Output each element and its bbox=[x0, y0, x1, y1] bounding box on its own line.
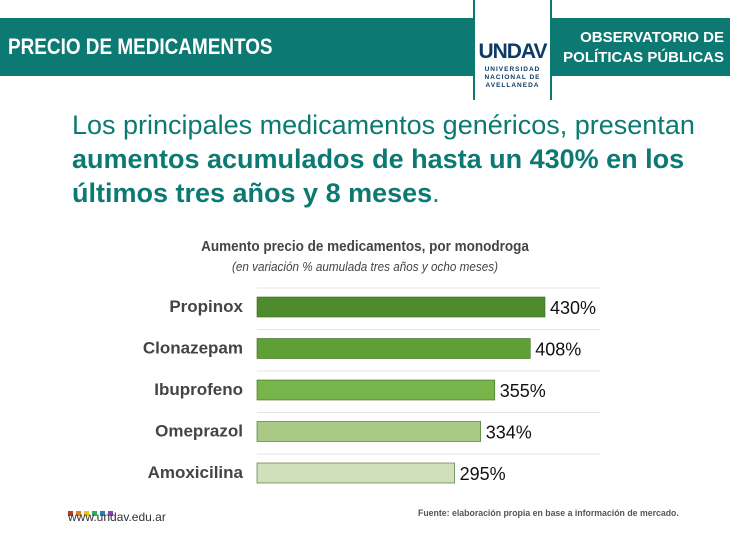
value-label: 295% bbox=[460, 464, 506, 484]
source-note: Fuente: elaboración propia en base a inf… bbox=[418, 508, 679, 519]
bar bbox=[256, 296, 546, 318]
bar bbox=[256, 462, 455, 484]
headline: Los principales medicamentos genéricos, … bbox=[72, 108, 722, 210]
header-bar bbox=[0, 18, 730, 76]
bar-chart: Propinox 430% Clonazepam 408% Ibuprofeno 355%… bbox=[143, 287, 600, 484]
color-dot bbox=[76, 511, 81, 516]
logo-line-2: NACIONAL DE bbox=[484, 74, 541, 81]
observatory-label: OBSERVATORIO DE POLÍTICAS PÚBLICAS bbox=[563, 28, 724, 68]
color-dot bbox=[108, 511, 113, 516]
category-label: Propinox bbox=[169, 297, 243, 316]
headline-part-3: . bbox=[432, 178, 440, 208]
color-dot bbox=[84, 511, 89, 516]
logo-mark: UNDAV bbox=[478, 40, 547, 63]
website-link[interactable]: www.undav.edu.ar bbox=[68, 510, 166, 524]
chart-subtitle: (en variación % aumulada tres años y och… bbox=[231, 259, 498, 274]
headline-part-1: Los principales medicamentos genéricos, … bbox=[72, 110, 695, 140]
undav-logo: UNDAV UNIVERSIDAD NACIONAL DE AVELLANEDA bbox=[473, 0, 552, 100]
observatory-line-2: POLÍTICAS PÚBLICAS bbox=[563, 49, 724, 66]
category-label: Clonazepam bbox=[143, 339, 243, 358]
value-label: 430% bbox=[550, 298, 596, 318]
logo-line-3: AVELLANEDA bbox=[485, 82, 540, 89]
color-dot bbox=[92, 511, 97, 516]
chart-title: Aumento precio de medicamentos, por mono… bbox=[201, 238, 529, 255]
category-label: Ibuprofeno bbox=[154, 380, 243, 399]
bar bbox=[256, 421, 482, 442]
category-label: Amoxicilina bbox=[148, 463, 244, 482]
bar bbox=[256, 379, 496, 401]
observatory-line-1: OBSERVATORIO DE bbox=[580, 29, 724, 46]
color-dot bbox=[68, 511, 73, 516]
logo-line-1: UNIVERSIDAD bbox=[484, 66, 541, 73]
color-dots bbox=[68, 503, 116, 521]
value-label: 334% bbox=[486, 423, 532, 443]
value-label: 355% bbox=[500, 381, 546, 401]
category-label: Omeprazol bbox=[155, 422, 243, 441]
bar bbox=[256, 338, 531, 359]
headline-highlight: aumentos acumulados de hasta un 430% en … bbox=[72, 144, 685, 208]
color-dot bbox=[100, 511, 105, 516]
page-title: PRECIO DE MEDICAMENTOS bbox=[8, 34, 273, 59]
value-label: 408% bbox=[535, 340, 581, 360]
